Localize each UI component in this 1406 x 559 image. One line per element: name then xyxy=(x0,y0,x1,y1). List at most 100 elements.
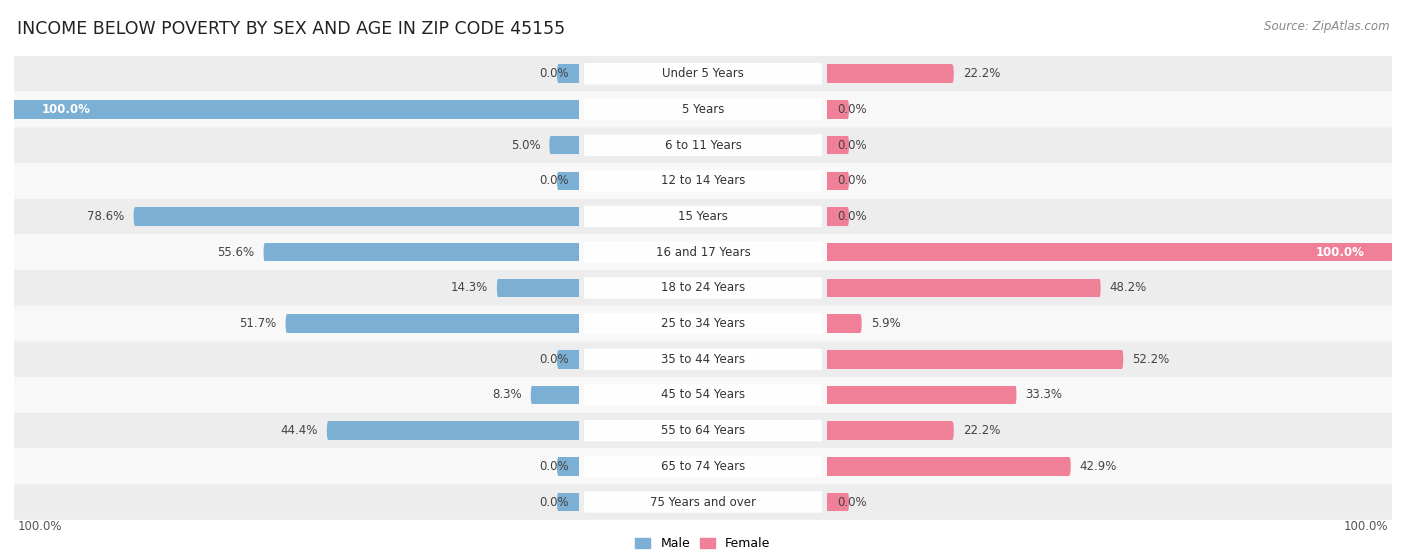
Text: Source: ZipAtlas.com: Source: ZipAtlas.com xyxy=(1264,20,1389,32)
FancyBboxPatch shape xyxy=(14,377,1392,413)
Text: 0.0%: 0.0% xyxy=(838,210,868,223)
Ellipse shape xyxy=(557,457,560,476)
Ellipse shape xyxy=(846,100,849,119)
Text: 0.0%: 0.0% xyxy=(838,495,868,509)
FancyBboxPatch shape xyxy=(14,198,1392,234)
FancyBboxPatch shape xyxy=(14,413,1392,448)
Ellipse shape xyxy=(13,100,15,119)
Ellipse shape xyxy=(859,314,862,333)
Text: 0.0%: 0.0% xyxy=(838,103,868,116)
FancyBboxPatch shape xyxy=(14,342,1392,377)
FancyBboxPatch shape xyxy=(583,99,823,120)
FancyBboxPatch shape xyxy=(14,484,1392,520)
Bar xyxy=(827,421,952,440)
Bar xyxy=(328,421,579,440)
Ellipse shape xyxy=(263,243,266,262)
Text: 0.0%: 0.0% xyxy=(538,174,568,187)
Ellipse shape xyxy=(557,172,560,190)
FancyBboxPatch shape xyxy=(583,384,823,406)
Text: 45 to 54 Years: 45 to 54 Years xyxy=(661,389,745,401)
Ellipse shape xyxy=(846,492,849,511)
Ellipse shape xyxy=(134,207,136,226)
Text: INCOME BELOW POVERTY BY SEX AND AGE IN ZIP CODE 45155: INCOME BELOW POVERTY BY SEX AND AGE IN Z… xyxy=(17,20,565,37)
Text: 0.0%: 0.0% xyxy=(538,460,568,473)
Bar xyxy=(135,207,579,226)
FancyBboxPatch shape xyxy=(14,56,1392,92)
Text: 100.0%: 100.0% xyxy=(42,103,90,116)
Text: 33.3%: 33.3% xyxy=(1025,389,1063,401)
Text: 100.0%: 100.0% xyxy=(1316,246,1364,259)
Text: 55.6%: 55.6% xyxy=(218,246,254,259)
FancyBboxPatch shape xyxy=(583,63,823,84)
FancyBboxPatch shape xyxy=(583,134,823,156)
Text: Under 5 Years: Under 5 Years xyxy=(662,67,744,80)
Text: 0.0%: 0.0% xyxy=(538,353,568,366)
Bar xyxy=(531,386,579,404)
Bar xyxy=(827,350,1122,368)
Ellipse shape xyxy=(950,64,953,83)
FancyBboxPatch shape xyxy=(14,234,1392,270)
Text: 5.0%: 5.0% xyxy=(510,139,540,151)
Text: 35 to 44 Years: 35 to 44 Years xyxy=(661,353,745,366)
Bar xyxy=(558,172,579,190)
Text: 75 Years and over: 75 Years and over xyxy=(650,495,756,509)
Ellipse shape xyxy=(550,136,553,154)
Text: 6 to 11 Years: 6 to 11 Years xyxy=(665,139,741,151)
Ellipse shape xyxy=(285,314,288,333)
FancyBboxPatch shape xyxy=(583,420,823,442)
Ellipse shape xyxy=(557,492,560,511)
Bar xyxy=(264,243,579,262)
Text: 5.9%: 5.9% xyxy=(870,317,900,330)
Bar xyxy=(558,492,579,511)
Text: 55 to 64 Years: 55 to 64 Years xyxy=(661,424,745,437)
Text: 100.0%: 100.0% xyxy=(17,520,62,533)
Ellipse shape xyxy=(557,350,560,368)
Text: 5 Years: 5 Years xyxy=(682,103,724,116)
Bar xyxy=(827,457,1070,476)
Text: 18 to 24 Years: 18 to 24 Years xyxy=(661,281,745,295)
FancyBboxPatch shape xyxy=(14,448,1392,484)
Bar xyxy=(827,314,860,333)
FancyBboxPatch shape xyxy=(583,349,823,370)
FancyBboxPatch shape xyxy=(14,163,1392,198)
Ellipse shape xyxy=(496,278,499,297)
Text: 0.0%: 0.0% xyxy=(538,495,568,509)
Text: 16 and 17 Years: 16 and 17 Years xyxy=(655,246,751,259)
FancyBboxPatch shape xyxy=(583,491,823,513)
Text: 14.3%: 14.3% xyxy=(450,281,488,295)
Text: 22.2%: 22.2% xyxy=(963,424,1000,437)
Text: 22.2%: 22.2% xyxy=(963,67,1000,80)
FancyBboxPatch shape xyxy=(583,277,823,299)
Bar xyxy=(558,64,579,83)
Ellipse shape xyxy=(1069,457,1071,476)
Ellipse shape xyxy=(1121,350,1123,368)
Bar xyxy=(287,314,579,333)
Bar xyxy=(551,136,579,154)
Bar xyxy=(558,457,579,476)
FancyBboxPatch shape xyxy=(583,456,823,477)
Text: 12 to 14 Years: 12 to 14 Years xyxy=(661,174,745,187)
Text: 100.0%: 100.0% xyxy=(1344,520,1389,533)
FancyBboxPatch shape xyxy=(583,206,823,227)
Ellipse shape xyxy=(846,207,849,226)
Text: 0.0%: 0.0% xyxy=(838,174,868,187)
Text: 8.3%: 8.3% xyxy=(492,389,522,401)
Text: 44.4%: 44.4% xyxy=(280,424,318,437)
Bar xyxy=(827,136,848,154)
Ellipse shape xyxy=(846,136,849,154)
Text: 48.2%: 48.2% xyxy=(1109,281,1147,295)
Legend: Male, Female: Male, Female xyxy=(630,532,776,556)
Bar xyxy=(827,172,848,190)
Text: 42.9%: 42.9% xyxy=(1080,460,1118,473)
FancyBboxPatch shape xyxy=(14,270,1392,306)
Bar xyxy=(827,278,1099,297)
Bar xyxy=(827,207,848,226)
Text: 0.0%: 0.0% xyxy=(838,139,868,151)
FancyBboxPatch shape xyxy=(14,92,1392,127)
Bar xyxy=(827,386,1015,404)
Ellipse shape xyxy=(1098,278,1101,297)
Text: 65 to 74 Years: 65 to 74 Years xyxy=(661,460,745,473)
Text: 15 Years: 15 Years xyxy=(678,210,728,223)
Ellipse shape xyxy=(1014,386,1017,404)
Bar xyxy=(827,243,1392,262)
